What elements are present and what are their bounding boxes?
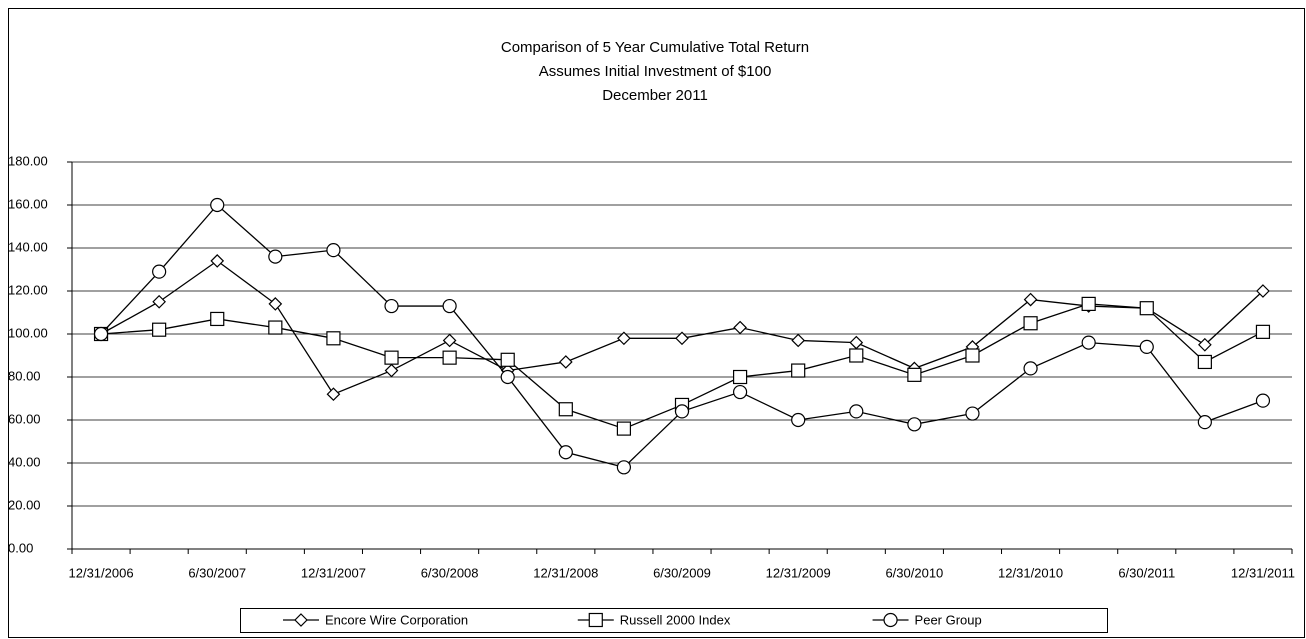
marker	[384, 363, 399, 378]
marker	[616, 460, 632, 475]
marker	[1255, 393, 1271, 408]
marker	[1139, 339, 1154, 354]
marker	[883, 612, 898, 628]
marker	[588, 612, 603, 628]
marker	[384, 350, 399, 365]
marker	[1023, 361, 1038, 376]
legend-label: Encore Wire Corporation	[325, 612, 468, 627]
marker	[907, 367, 922, 382]
marker	[152, 264, 167, 279]
marker	[791, 333, 806, 348]
marker	[268, 249, 283, 264]
y-tick-label: 0.00	[8, 540, 33, 555]
marker	[558, 445, 573, 460]
y-tick-label: 20.00	[8, 497, 41, 512]
marker	[384, 298, 399, 314]
x-tick-label: 12/31/2007	[301, 565, 366, 580]
marker	[326, 243, 341, 258]
y-tick-label: 100.00	[8, 325, 48, 340]
marker	[294, 613, 308, 627]
marker	[1023, 316, 1038, 331]
x-tick-label: 6/30/2010	[885, 565, 943, 580]
x-tick-label: 6/30/2007	[188, 565, 246, 580]
x-tick-label: 12/31/2006	[69, 565, 134, 580]
marker	[1198, 337, 1212, 352]
marker	[965, 406, 980, 421]
legend-box	[240, 608, 1108, 633]
x-tick-label: 6/30/2009	[653, 565, 711, 580]
marker	[733, 320, 747, 335]
marker	[907, 417, 922, 432]
marker	[965, 348, 980, 363]
y-tick-label: 120.00	[8, 282, 48, 297]
y-tick-label: 160.00	[8, 196, 48, 211]
y-tick-label: 80.00	[8, 368, 41, 383]
marker	[791, 363, 806, 378]
y-tick-label: 180.00	[8, 153, 48, 168]
marker	[1081, 335, 1096, 350]
marker	[326, 387, 341, 402]
x-tick-label: 12/31/2011	[1231, 565, 1295, 580]
marker	[558, 402, 573, 417]
marker	[442, 298, 457, 314]
marker	[500, 352, 515, 367]
marker	[442, 350, 457, 365]
marker	[732, 369, 748, 385]
marker	[326, 331, 341, 346]
marker	[616, 421, 632, 436]
marker	[791, 412, 806, 428]
x-tick-label: 12/31/2008	[533, 565, 598, 580]
marker	[152, 322, 167, 337]
marker	[268, 297, 283, 311]
x-tick-label: 6/30/2011	[1118, 565, 1175, 580]
marker	[442, 333, 457, 348]
marker	[1081, 296, 1096, 311]
marker	[849, 348, 864, 363]
chart-title: Comparison of 5 Year Cumulative Total Re…	[501, 39, 809, 56]
marker	[152, 294, 166, 309]
y-tick-label: 60.00	[8, 411, 41, 426]
marker	[1255, 324, 1271, 339]
marker	[210, 197, 225, 213]
marker	[1023, 292, 1038, 307]
legend-label: Russell 2000 Index	[620, 612, 731, 627]
marker	[268, 320, 283, 335]
chart-title: December 2011	[602, 87, 708, 104]
x-tick-label: 12/31/2009	[766, 565, 831, 580]
marker	[1197, 415, 1212, 430]
marker	[1139, 301, 1154, 316]
marker	[732, 384, 748, 400]
x-tick-label: 12/31/2010	[998, 565, 1063, 580]
marker	[500, 369, 515, 385]
y-tick-label: 140.00	[8, 239, 48, 254]
marker	[210, 254, 225, 268]
marker	[210, 311, 225, 327]
y-tick-label: 40.00	[8, 454, 41, 469]
chart-title: Assumes Initial Investment of $100	[539, 63, 772, 80]
marker	[558, 355, 573, 369]
marker	[675, 331, 689, 346]
marker	[93, 326, 109, 342]
legend-label: Peer Group	[915, 612, 982, 627]
marker	[674, 404, 690, 419]
marker	[1256, 284, 1270, 298]
marker	[849, 404, 864, 419]
x-tick-label: 6/30/2008	[421, 565, 479, 580]
marker	[617, 331, 631, 346]
chart-border	[8, 8, 1305, 638]
marker	[1197, 354, 1212, 370]
